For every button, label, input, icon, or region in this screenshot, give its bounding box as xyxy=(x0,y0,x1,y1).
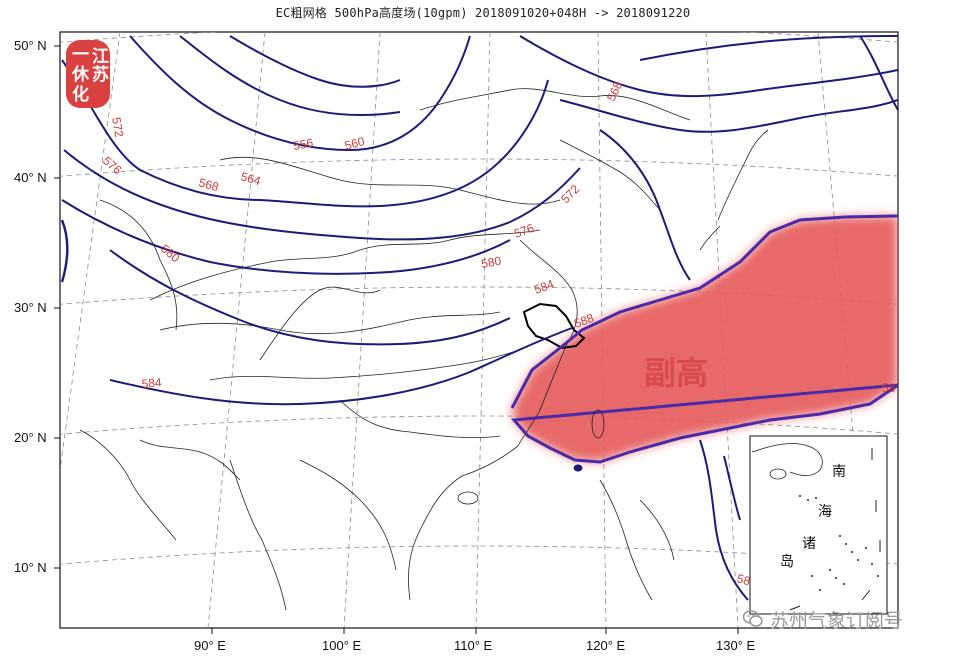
contour-label: 58 xyxy=(735,571,752,588)
lat-label: 10° N xyxy=(14,560,47,575)
lat-label: 30° N xyxy=(14,300,47,315)
inset-south-china-sea: 南 海 诸 岛 xyxy=(749,435,888,615)
latitude-labels: 50° N 40° N 30° N 20° N 10° N xyxy=(14,38,47,575)
inset-nine-dash xyxy=(789,448,881,611)
stamp-char: 苏 xyxy=(92,64,109,85)
inset-label: 海 xyxy=(818,504,832,520)
contour-label: 584 xyxy=(141,375,162,391)
map-title: EC粗网格 500hPa高度场(10gpm) 2018091020+048H -… xyxy=(275,6,691,20)
wechat-icon xyxy=(742,610,763,627)
lon-label: 110° E xyxy=(454,638,493,653)
seal-stamp: 江 苏 一 休 化 xyxy=(66,40,110,108)
lat-label: 40° N xyxy=(14,170,47,185)
contour-label: 568 xyxy=(197,175,220,194)
longitude-labels: 90° E 100° E 110° E 120° E 130° E xyxy=(194,638,756,653)
watermark: 苏州气象订阅号 xyxy=(742,604,958,634)
lat-label: 50° N xyxy=(14,38,47,53)
subtropical-high-shading xyxy=(512,216,898,462)
stamp-char: 休 xyxy=(71,64,90,85)
contour-label: 588 xyxy=(572,311,596,331)
contour-label: 564 xyxy=(239,169,262,188)
inset-frame xyxy=(749,435,888,615)
inset-reefs xyxy=(799,495,879,591)
watermark-text: 苏州气象订阅号 xyxy=(770,609,904,632)
height-contours xyxy=(61,35,898,601)
lon-label: 90° E xyxy=(194,638,226,653)
contour-label: 58 xyxy=(882,381,896,395)
graticule-latitudes xyxy=(60,32,898,565)
stamp-char: 化 xyxy=(72,84,89,105)
inset-label: 诸 xyxy=(802,536,816,552)
contour-label: 584 xyxy=(532,277,556,297)
boundaries xyxy=(79,88,769,611)
lat-label: 20° N xyxy=(14,430,47,445)
stamp-char: 江 xyxy=(92,47,109,67)
contour-label: 580 xyxy=(480,254,502,271)
contour-label: 576 xyxy=(512,221,536,241)
contour-label: 572 xyxy=(109,116,126,138)
contour-fragment-west xyxy=(60,219,69,283)
contour-588 xyxy=(510,214,898,464)
contour-label: 560 xyxy=(343,134,366,153)
axis-ticks xyxy=(54,45,739,634)
stamp-background xyxy=(66,40,110,108)
jiangsu-border xyxy=(522,302,586,350)
inset-coastline xyxy=(751,443,823,476)
inset-label: 南 xyxy=(832,464,846,480)
inset-label: 岛 xyxy=(780,554,794,570)
contour-label: 556 xyxy=(292,136,314,153)
lon-label: 120° E xyxy=(586,638,626,653)
islands xyxy=(457,409,605,505)
subtropical-high-label: 副高 xyxy=(644,354,708,392)
lon-label: 100° E xyxy=(322,638,362,653)
stamp-char: 一 xyxy=(72,45,89,65)
lon-label: 130° E xyxy=(716,638,756,653)
inset-island xyxy=(769,468,787,480)
